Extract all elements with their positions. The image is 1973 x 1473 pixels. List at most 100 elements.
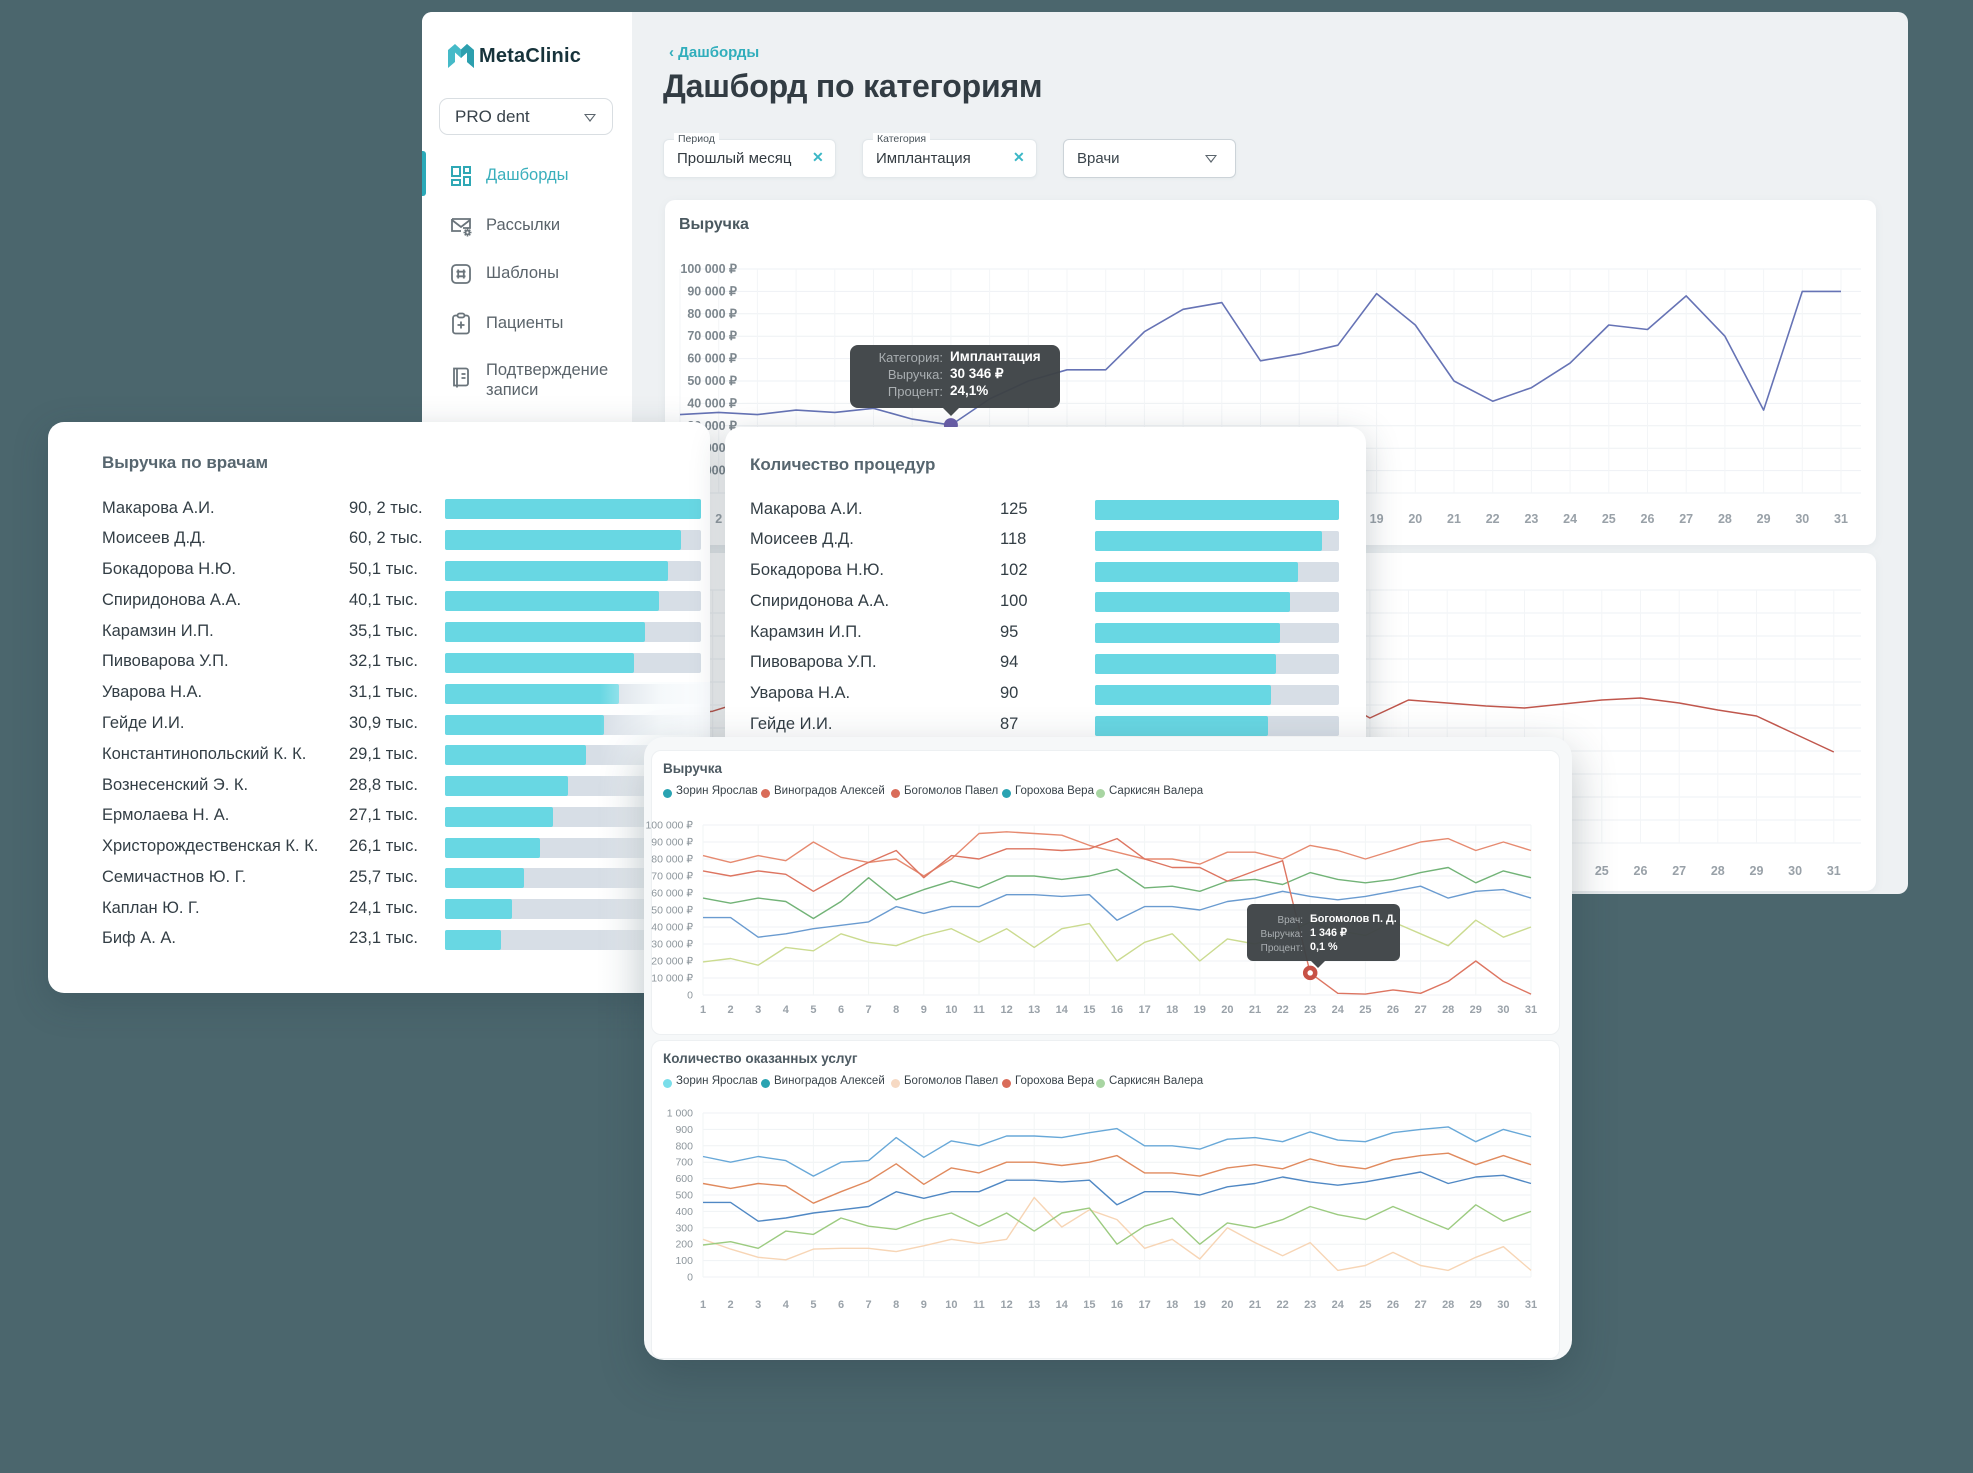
svg-text:27: 27 — [1414, 1299, 1426, 1311]
svg-text:200: 200 — [675, 1239, 693, 1251]
svg-text:4: 4 — [783, 1299, 790, 1311]
svg-text:28: 28 — [1718, 512, 1732, 526]
svg-text:4: 4 — [783, 1004, 790, 1016]
svg-text:3: 3 — [755, 1299, 761, 1311]
svg-text:29: 29 — [1470, 1299, 1482, 1311]
svg-text:26: 26 — [1387, 1299, 1399, 1311]
svg-text:12: 12 — [1000, 1004, 1012, 1016]
svg-text:6: 6 — [838, 1004, 844, 1016]
svg-text:100 000 ₽: 100 000 ₽ — [645, 820, 693, 832]
svg-text:14: 14 — [1056, 1004, 1069, 1016]
svg-text:20: 20 — [1221, 1299, 1233, 1311]
svg-text:1 000: 1 000 — [667, 1108, 693, 1120]
svg-text:17: 17 — [1138, 1299, 1150, 1311]
svg-text:90 000 ₽: 90 000 ₽ — [651, 837, 693, 849]
svg-text:27: 27 — [1414, 1004, 1426, 1016]
svg-text:24: 24 — [1332, 1299, 1345, 1311]
svg-text:2: 2 — [728, 1004, 734, 1016]
svg-text:26: 26 — [1641, 512, 1655, 526]
svg-text:21: 21 — [1249, 1004, 1261, 1016]
svg-text:70 000 ₽: 70 000 ₽ — [687, 329, 738, 343]
svg-text:30: 30 — [1497, 1299, 1509, 1311]
svg-text:21: 21 — [1447, 512, 1461, 526]
svg-text:17: 17 — [1138, 1004, 1150, 1016]
svg-text:13: 13 — [1028, 1004, 1040, 1016]
svg-text:1: 1 — [700, 1004, 706, 1016]
svg-text:0: 0 — [687, 990, 693, 1002]
svg-text:9: 9 — [921, 1004, 927, 1016]
svg-text:6: 6 — [838, 1299, 844, 1311]
svg-text:21: 21 — [1249, 1299, 1261, 1311]
svg-text:11: 11 — [973, 1299, 985, 1311]
svg-text:28: 28 — [1711, 864, 1725, 878]
svg-text:700: 700 — [675, 1157, 693, 1169]
svg-text:13: 13 — [1028, 1299, 1040, 1311]
svg-text:600: 600 — [675, 1173, 693, 1185]
svg-text:8: 8 — [893, 1299, 899, 1311]
svg-text:25: 25 — [1595, 864, 1609, 878]
svg-text:100 000 ₽: 100 000 ₽ — [680, 262, 738, 276]
svg-text:20 000 ₽: 20 000 ₽ — [651, 956, 693, 968]
svg-text:300: 300 — [675, 1222, 693, 1234]
svg-text:31: 31 — [1525, 1004, 1537, 1016]
svg-text:25: 25 — [1602, 512, 1616, 526]
svg-text:31: 31 — [1827, 864, 1841, 878]
svg-text:10 000 ₽: 10 000 ₽ — [651, 973, 693, 985]
svg-text:3: 3 — [755, 1004, 761, 1016]
svg-text:18: 18 — [1166, 1299, 1178, 1311]
svg-text:60 000 ₽: 60 000 ₽ — [651, 888, 693, 900]
svg-text:50 000 ₽: 50 000 ₽ — [687, 374, 738, 388]
svg-text:7: 7 — [866, 1299, 872, 1311]
svg-text:30: 30 — [1497, 1004, 1509, 1016]
svg-text:10: 10 — [945, 1299, 957, 1311]
svg-text:23: 23 — [1304, 1299, 1316, 1311]
svg-text:26: 26 — [1634, 864, 1648, 878]
svg-text:40 000 ₽: 40 000 ₽ — [651, 922, 693, 934]
svg-text:60 000 ₽: 60 000 ₽ — [687, 352, 738, 366]
svg-text:500: 500 — [675, 1190, 693, 1202]
svg-text:2: 2 — [715, 512, 722, 526]
svg-text:11: 11 — [973, 1004, 985, 1016]
svg-text:400: 400 — [675, 1206, 693, 1218]
svg-text:28: 28 — [1442, 1004, 1454, 1016]
svg-text:19: 19 — [1194, 1299, 1206, 1311]
svg-text:22: 22 — [1486, 512, 1500, 526]
svg-text:5: 5 — [810, 1004, 816, 1016]
svg-text:24: 24 — [1332, 1004, 1345, 1016]
svg-text:20: 20 — [1221, 1004, 1233, 1016]
svg-text:16: 16 — [1111, 1299, 1123, 1311]
svg-text:15: 15 — [1083, 1004, 1095, 1016]
svg-text:70 000 ₽: 70 000 ₽ — [651, 871, 693, 883]
svg-text:0: 0 — [687, 1272, 693, 1284]
svg-text:23: 23 — [1304, 1004, 1316, 1016]
svg-text:19: 19 — [1370, 512, 1384, 526]
svg-text:15: 15 — [1083, 1299, 1095, 1311]
svg-text:80 000 ₽: 80 000 ₽ — [651, 854, 693, 866]
svg-text:22: 22 — [1276, 1299, 1288, 1311]
svg-text:900: 900 — [675, 1124, 693, 1136]
svg-text:30: 30 — [1788, 864, 1802, 878]
svg-text:18: 18 — [1166, 1004, 1178, 1016]
svg-text:40 000 ₽: 40 000 ₽ — [687, 396, 738, 410]
svg-text:23: 23 — [1524, 512, 1538, 526]
svg-text:30: 30 — [1795, 512, 1809, 526]
svg-text:26: 26 — [1387, 1004, 1399, 1016]
svg-text:50 000 ₽: 50 000 ₽ — [651, 905, 693, 917]
svg-text:2: 2 — [728, 1299, 734, 1311]
svg-text:8: 8 — [893, 1004, 899, 1016]
svg-text:31: 31 — [1525, 1299, 1537, 1311]
svg-text:19: 19 — [1194, 1004, 1206, 1016]
svg-text:24: 24 — [1563, 512, 1577, 526]
svg-text:22: 22 — [1276, 1004, 1288, 1016]
svg-text:28: 28 — [1442, 1299, 1454, 1311]
svg-text:29: 29 — [1757, 512, 1771, 526]
svg-text:10: 10 — [945, 1004, 957, 1016]
svg-text:27: 27 — [1672, 864, 1686, 878]
svg-text:16: 16 — [1111, 1004, 1123, 1016]
svg-text:30 000 ₽: 30 000 ₽ — [651, 939, 693, 951]
svg-text:800: 800 — [675, 1140, 693, 1152]
svg-text:20: 20 — [1408, 512, 1422, 526]
svg-text:5: 5 — [810, 1299, 816, 1311]
svg-text:80 000 ₽: 80 000 ₽ — [687, 307, 738, 321]
svg-text:29: 29 — [1750, 864, 1764, 878]
